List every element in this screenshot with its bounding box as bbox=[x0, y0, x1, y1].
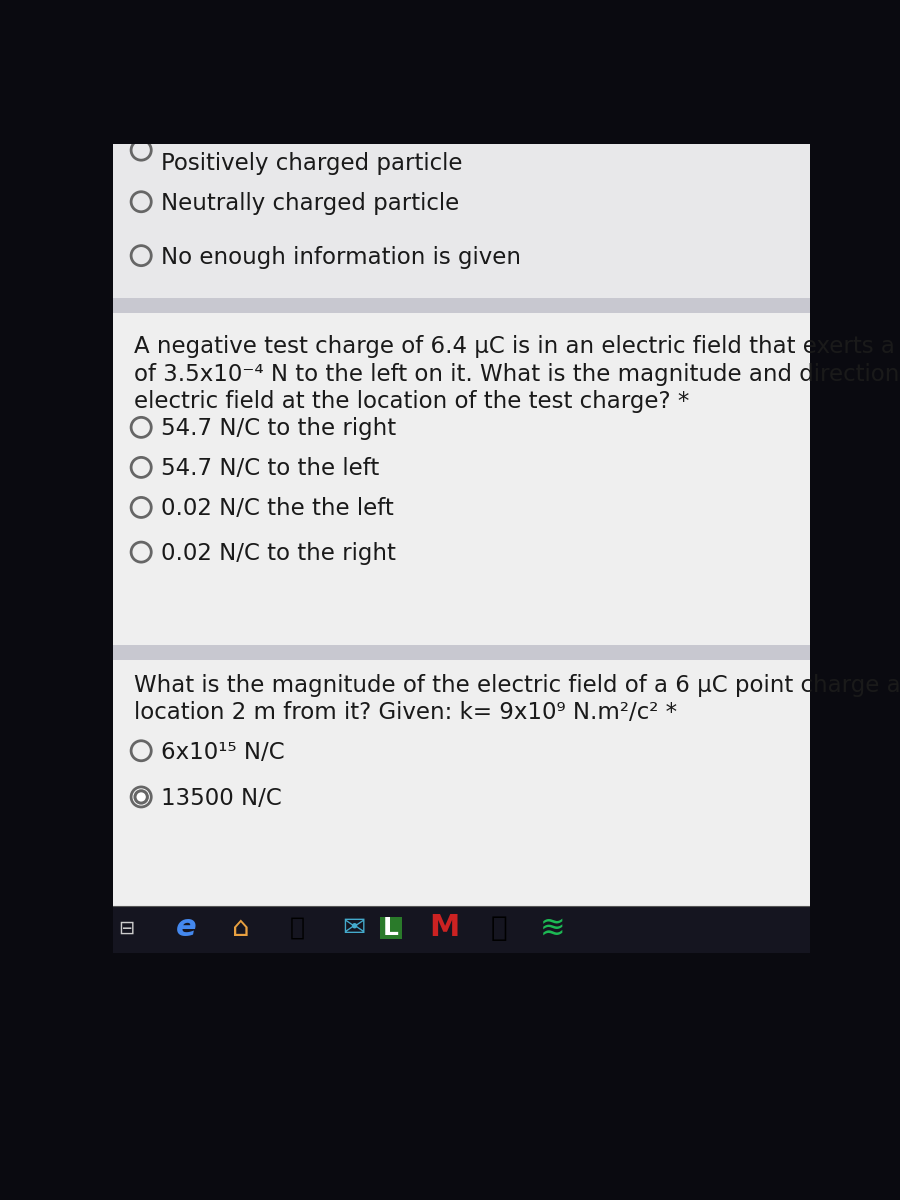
Text: L: L bbox=[382, 916, 399, 940]
Bar bbox=[380, 917, 401, 938]
Text: 54.7 N/C to the left: 54.7 N/C to the left bbox=[160, 457, 379, 480]
Bar bbox=[112, 953, 810, 1068]
Text: M: M bbox=[429, 913, 459, 942]
Bar bbox=[112, 660, 810, 906]
Bar bbox=[112, 313, 810, 644]
Text: 54.7 N/C to the right: 54.7 N/C to the right bbox=[160, 418, 396, 440]
Text: A negative test charge of 6.4 μC is in an electric field that exerts a force: A negative test charge of 6.4 μC is in a… bbox=[134, 335, 900, 358]
Text: e: e bbox=[176, 913, 196, 942]
Text: electric field at the location of the test charge? *: electric field at the location of the te… bbox=[134, 390, 689, 413]
Text: 13500 N/C: 13500 N/C bbox=[160, 787, 282, 810]
Bar bbox=[112, 298, 810, 313]
Text: ⊟: ⊟ bbox=[118, 918, 135, 937]
Bar bbox=[112, 644, 810, 660]
Text: 🏪: 🏪 bbox=[290, 916, 304, 940]
Circle shape bbox=[133, 790, 148, 805]
Text: 🌍: 🌍 bbox=[491, 914, 507, 942]
Bar bbox=[112, 144, 810, 298]
Text: Neutrally charged particle: Neutrally charged particle bbox=[160, 192, 459, 215]
Text: ✉: ✉ bbox=[343, 914, 366, 942]
Text: ≋: ≋ bbox=[540, 913, 565, 942]
Text: Positively charged particle: Positively charged particle bbox=[160, 152, 462, 175]
Text: No enough information is given: No enough information is given bbox=[160, 246, 520, 269]
Text: What is the magnitude of the electric field of a 6 μC point charge at a: What is the magnitude of the electric fi… bbox=[134, 673, 900, 697]
Text: 0.02 N/C the the left: 0.02 N/C the the left bbox=[160, 498, 393, 521]
Text: ⌂: ⌂ bbox=[231, 914, 249, 942]
Bar bbox=[112, 906, 810, 1068]
Circle shape bbox=[137, 792, 146, 802]
Text: of 3.5x10⁻⁴ N to the left on it. What is the magnitude and direction of the: of 3.5x10⁻⁴ N to the left on it. What is… bbox=[134, 362, 900, 385]
Text: 6x10¹⁵ N/C: 6x10¹⁵ N/C bbox=[160, 740, 284, 764]
Text: location 2 m from it? Given: k= 9x10⁹ N.m²/c² *: location 2 m from it? Given: k= 9x10⁹ N.… bbox=[134, 702, 678, 725]
Text: 0.02 N/C to the right: 0.02 N/C to the right bbox=[160, 542, 395, 565]
Circle shape bbox=[131, 787, 151, 806]
